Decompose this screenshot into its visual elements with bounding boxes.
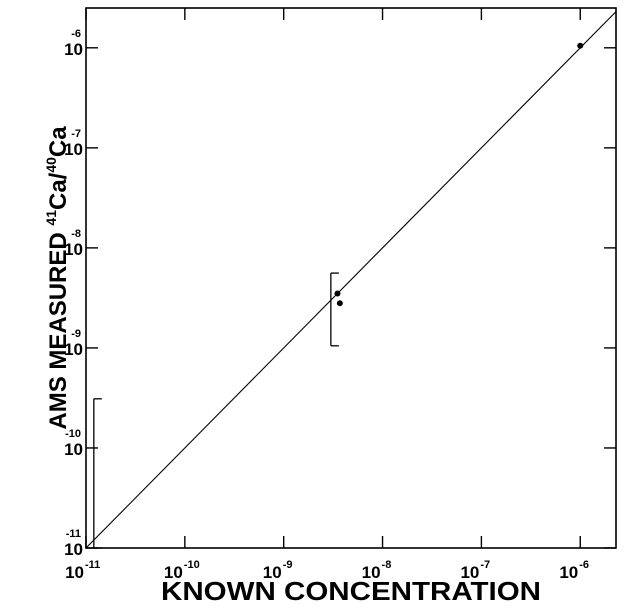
x-tick-label-exponent: -9 xyxy=(283,559,293,571)
x-tick-label-base: 10 xyxy=(263,563,282,582)
y-axis-title-element-2: Ca xyxy=(45,126,72,157)
error-bars xyxy=(93,272,339,549)
y-axis-title: AMS MEASURED 41Ca/40Ca xyxy=(43,126,72,430)
x-tick-label-base: 10 xyxy=(164,563,183,582)
x-tick-label: 10 -11 xyxy=(65,559,100,582)
x-tick-label: 10 -10 xyxy=(164,559,200,582)
y-tick-label-base: 10 xyxy=(64,140,83,159)
x-tick-labels: 10 -11 10 -10 10 -9 10 -8 10 -7 10 -6 xyxy=(65,559,589,582)
y-tick-label: 10-6 xyxy=(64,28,83,59)
y-tick-label-base: 10 xyxy=(64,340,83,359)
y-tick-label-base: 10 xyxy=(64,440,83,459)
y-tick-label-exponent: -6 xyxy=(71,28,81,40)
y-axis-title-element-1: Ca/ xyxy=(45,172,72,210)
y-tick-label-exponent: -8 xyxy=(71,228,81,240)
y-axis-title-prefix: AMS MEASURED xyxy=(45,226,72,430)
y-tick-label-exponent: -11 xyxy=(66,528,81,540)
x-tick-label-exponent: -6 xyxy=(579,559,589,571)
y-tick-label: 10-11 xyxy=(64,528,83,559)
y-tick-label-base: 10 xyxy=(64,240,83,259)
x-tick-label-exponent: -7 xyxy=(480,559,490,571)
x-tick-label-exponent: -10 xyxy=(184,559,200,571)
data-points xyxy=(334,42,584,307)
y-tick-label-base: 10 xyxy=(64,40,83,59)
y-tick-label: 10-8 xyxy=(64,228,83,259)
x-axis-title: KNOWN CONCENTRATION xyxy=(161,576,541,606)
y-tick-label-base: 10 xyxy=(64,540,83,559)
y-tick-label: 10-9 xyxy=(64,328,83,359)
data-point xyxy=(577,42,584,49)
x-tick-label-exponent: -8 xyxy=(382,559,392,571)
x-tick-label: 10 -9 xyxy=(263,559,293,582)
svg-text:AMS MEASURED 41Ca/40Ca: AMS MEASURED 41Ca/40Ca xyxy=(43,126,72,430)
x-tick-label-exponent: -11 xyxy=(85,559,100,571)
y-tick-label: 10-7 xyxy=(64,128,83,159)
plot-frame xyxy=(85,7,617,549)
y-tick-label: 10-10 xyxy=(64,428,83,459)
y-axis-title-isotope-41: 41 xyxy=(43,210,59,226)
x-tick-label-base: 10 xyxy=(460,563,479,582)
x-tick-label: 10 -8 xyxy=(362,559,392,582)
y-tick-label-exponent: -9 xyxy=(71,328,81,340)
tick-marks xyxy=(85,8,616,549)
x-tick-label: 10 -6 xyxy=(559,559,589,582)
y-tick-label-exponent: -10 xyxy=(65,428,81,440)
x-tick-label-base: 10 xyxy=(559,563,578,582)
x-tick-label: 10 -7 xyxy=(460,559,490,582)
x-tick-label-base: 10 xyxy=(65,563,84,582)
y-tick-label-exponent: -7 xyxy=(71,128,81,140)
reference-line xyxy=(85,11,617,549)
y-axis-title-isotope-40: 40 xyxy=(43,157,59,173)
x-tick-label-base: 10 xyxy=(362,563,381,582)
data-point xyxy=(336,300,343,307)
data-point xyxy=(334,290,341,297)
